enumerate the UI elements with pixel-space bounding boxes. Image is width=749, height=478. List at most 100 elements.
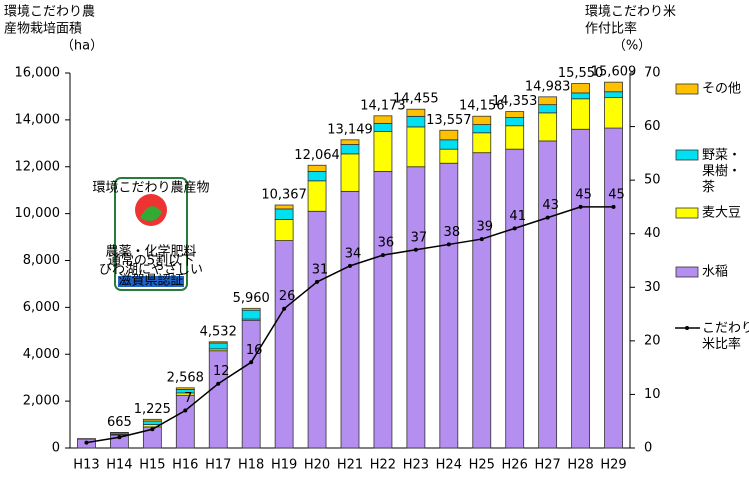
total-label: 2,568 <box>167 370 204 385</box>
ratio-label: 45 <box>575 187 592 202</box>
bar-segment <box>242 308 260 310</box>
bar-segment <box>407 116 425 127</box>
ratio-point <box>150 427 154 431</box>
bar-segment <box>473 153 491 448</box>
bar-segment <box>275 241 293 448</box>
ratio-point <box>480 237 484 241</box>
x-tick-label: H19 <box>271 458 297 473</box>
bar-segment <box>440 130 458 140</box>
y2-tick-label: 50 <box>644 173 661 188</box>
y2-tick-label: 10 <box>644 387 661 402</box>
y2-tick-label: 0 <box>644 441 652 456</box>
ratio-label: 7 <box>184 391 192 406</box>
y-tick-label: 16,000 <box>15 66 61 81</box>
y-tick-label: 6,000 <box>23 300 60 315</box>
y2-tick-label: 20 <box>644 333 661 348</box>
y2-axis-title: 環境こだわり米 <box>585 5 676 20</box>
legend-label: 野菜・果樹・茶 <box>702 148 741 195</box>
bar-segment <box>572 129 590 448</box>
bar-segment <box>143 419 161 421</box>
ratio-label: 31 <box>312 262 329 277</box>
bar-segment <box>506 126 524 149</box>
bar-segment <box>440 149 458 163</box>
legend-swatch <box>676 267 698 277</box>
x-tick-label: H21 <box>337 458 363 473</box>
bar-segment <box>242 320 260 448</box>
bar-segment <box>407 167 425 448</box>
bar-segment <box>341 154 359 192</box>
ratio-label: 26 <box>279 289 296 304</box>
bar-segment <box>605 128 623 448</box>
y-tick-label: 8,000 <box>23 253 60 268</box>
ratio-point <box>414 248 418 252</box>
y2-tick-label: 30 <box>644 280 661 295</box>
bar-segment <box>407 109 425 116</box>
ratio-point <box>348 264 352 268</box>
bar-segment <box>242 310 260 319</box>
y-tick-label: 2,000 <box>23 394 60 409</box>
bar-segment <box>605 82 623 92</box>
ratio-point <box>513 226 517 230</box>
bar-segment <box>572 93 590 99</box>
bar-segment <box>209 343 227 349</box>
bar-segment <box>506 112 524 118</box>
bar-segment <box>143 421 161 425</box>
legend-swatch <box>676 84 698 94</box>
bar-segment <box>341 144 359 153</box>
y2-tick-label: 70 <box>644 66 661 81</box>
x-tick-label: H22 <box>370 458 396 473</box>
ratio-label: 38 <box>444 225 461 240</box>
ratio-label: 36 <box>378 236 395 251</box>
bar-segment <box>539 141 557 448</box>
legend-swatch <box>676 150 698 160</box>
ratio-point <box>216 382 220 386</box>
total-label: 13,557 <box>426 113 472 128</box>
legend-point <box>685 326 689 330</box>
ratio-point <box>282 307 286 311</box>
bar-segment <box>407 127 425 167</box>
x-tick-label: H14 <box>106 458 132 473</box>
y2-tick-label: 40 <box>644 226 661 241</box>
bar-segment <box>374 123 392 131</box>
total-label: 1,225 <box>134 402 171 417</box>
ratio-point <box>183 409 187 413</box>
bar-segment <box>341 191 359 448</box>
x-tick-label: H20 <box>304 458 330 473</box>
bar-segment <box>440 140 458 149</box>
bar-segment <box>374 132 392 172</box>
ratio-label: 12 <box>213 364 230 379</box>
bar-segment <box>308 171 326 180</box>
x-tick-label: H13 <box>73 458 99 473</box>
total-label: 15,609 <box>591 65 637 80</box>
bar-segment <box>209 342 227 343</box>
ratio-label: 39 <box>476 220 493 235</box>
bar-segment <box>539 105 557 113</box>
y-axis-title: （ha） <box>61 39 103 54</box>
ratio-point <box>84 441 88 445</box>
ratio-label: 37 <box>411 230 428 245</box>
total-label: 14,455 <box>393 92 439 107</box>
x-tick-label: H23 <box>403 458 429 473</box>
bar-segment <box>605 98 623 128</box>
x-tick-label: H17 <box>205 458 231 473</box>
ratio-label: 41 <box>509 209 526 224</box>
total-label: 14,353 <box>492 94 538 109</box>
bar-segment <box>539 97 557 105</box>
ratio-point <box>447 242 451 246</box>
legend-label: その他 <box>702 82 741 97</box>
y2-axis-title: （%） <box>613 39 651 54</box>
x-tick-label: H26 <box>502 458 528 473</box>
x-tick-label: H15 <box>139 458 165 473</box>
bar-segment <box>308 211 326 448</box>
bar-segment <box>605 92 623 98</box>
ratio-label: 45 <box>608 187 625 202</box>
x-tick-label: H27 <box>534 458 560 473</box>
legend-label: こだわり米比率 <box>702 321 749 352</box>
ratio-point <box>612 205 616 209</box>
legend-label: 麦大豆 <box>702 206 741 221</box>
bar-segment <box>572 99 590 129</box>
bar-segment <box>275 209 293 220</box>
badge-text: 環境こだわり農産物 <box>92 180 209 196</box>
bar-segment <box>275 219 293 240</box>
